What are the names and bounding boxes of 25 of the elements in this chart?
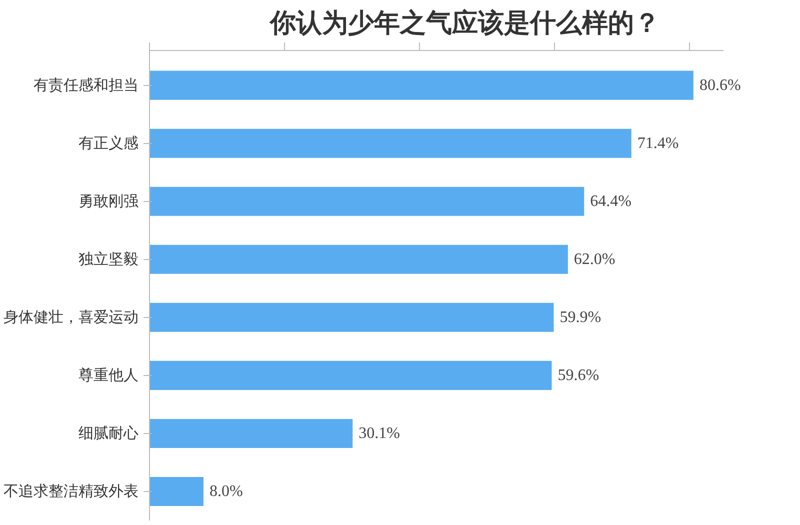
bar: [150, 70, 694, 100]
bar: [150, 418, 353, 448]
data-label: 80.6%: [699, 76, 741, 94]
y-tick-label: 独立坚毅: [78, 250, 138, 268]
bar: [150, 128, 632, 158]
data-label: 30.1%: [358, 424, 400, 442]
bar: [150, 360, 552, 390]
data-label: 59.6%: [558, 366, 600, 384]
data-label: 62.0%: [574, 250, 616, 268]
bar: [150, 244, 568, 274]
bar: [150, 186, 584, 216]
data-label: 71.4%: [637, 134, 679, 152]
data-label: 59.9%: [560, 308, 602, 326]
y-tick-label: 有责任感和担当: [34, 76, 138, 94]
chart-title: 你认为少年之气应该是什么样的？: [269, 8, 660, 38]
y-tick-label: 尊重他人: [78, 366, 138, 384]
data-label: 8.0%: [209, 482, 243, 500]
y-tick-label: 不追求整洁精致外表: [4, 482, 138, 500]
y-tick-label: 有正义感: [78, 134, 138, 152]
y-tick-label: 细腻耐心: [78, 424, 138, 442]
data-label: 64.4%: [590, 192, 632, 210]
bar: [150, 302, 554, 332]
bar: [150, 476, 204, 506]
y-tick-label: 身体健壮，喜爱运动: [4, 308, 138, 326]
y-tick-label: 勇敢刚强: [78, 192, 138, 210]
